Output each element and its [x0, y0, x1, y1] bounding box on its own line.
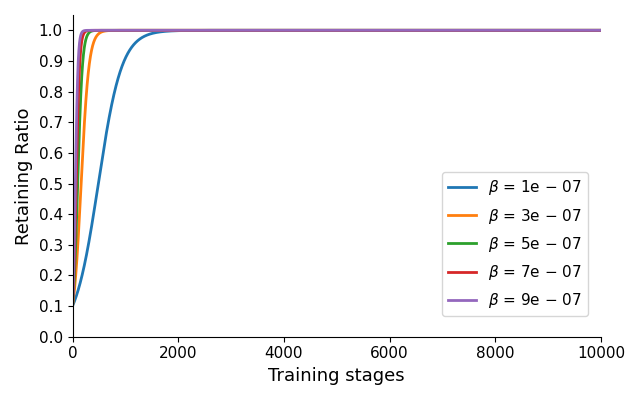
Y-axis label: Retaining Ratio: Retaining Ratio [15, 107, 33, 245]
Legend: $\beta$ = 1e $-$ 07, $\beta$ = 3e $-$ 07, $\beta$ = 5e $-$ 07, $\beta$ = 7e $-$ : $\beta$ = 1e $-$ 07, $\beta$ = 3e $-$ 07… [442, 172, 588, 316]
X-axis label: Training stages: Training stages [268, 367, 405, 385]
